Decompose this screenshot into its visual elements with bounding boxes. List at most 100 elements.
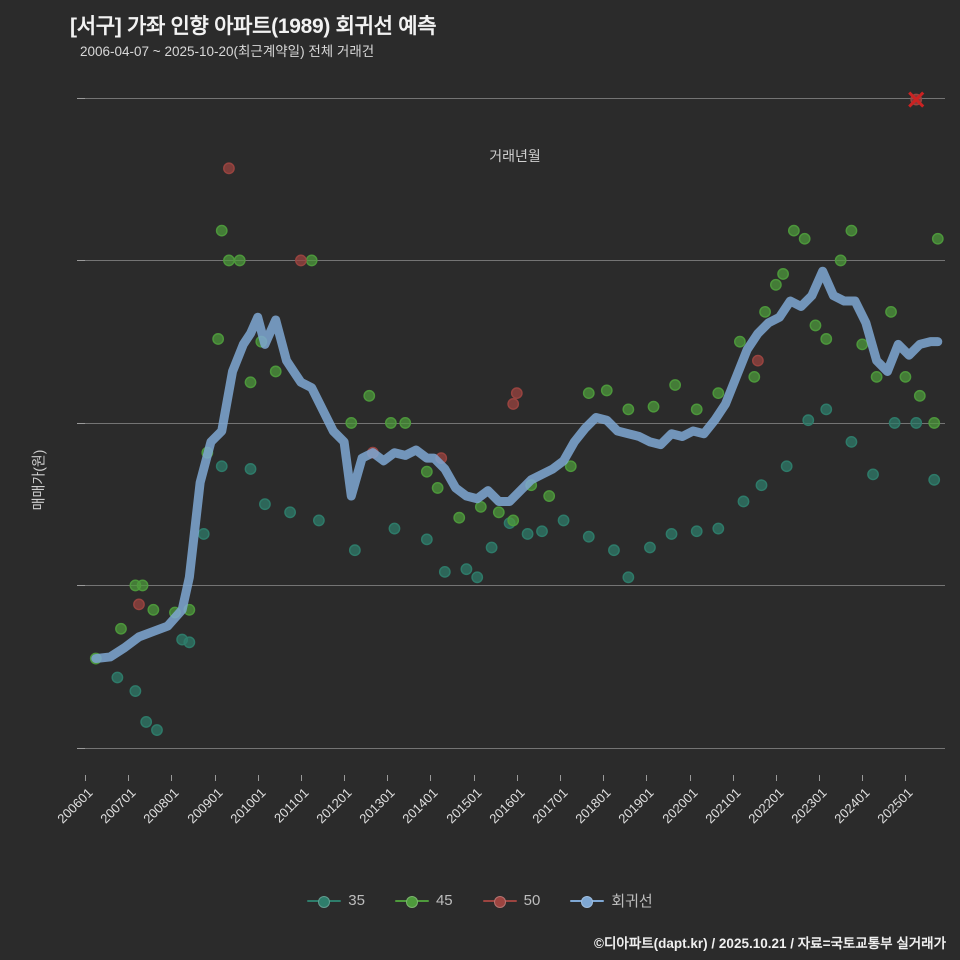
- data-point: [115, 622, 127, 635]
- data-point: [928, 417, 941, 429]
- y-tick-mark: [77, 260, 85, 262]
- legend-item-35[interactable]: 35: [307, 892, 365, 909]
- data-point: [888, 417, 901, 429]
- data-point: [223, 254, 235, 267]
- highlight-marker-latest-trade: [908, 91, 925, 108]
- data-point: [759, 305, 771, 318]
- data-point: [867, 468, 879, 481]
- data-point: [845, 224, 858, 237]
- scatter-series-50: [133, 93, 923, 611]
- data-point: [133, 598, 145, 611]
- data-point: [420, 533, 433, 546]
- legend-swatch-icon: [570, 895, 605, 908]
- x-tick-mark: [775, 775, 777, 781]
- data-point: [885, 305, 897, 318]
- data-point: [608, 544, 620, 557]
- legend-label: 45: [435, 892, 453, 909]
- page-subtitle: 2006-04-07 ~ 2025-10-20(최근계약일) 전체 거래건: [80, 44, 375, 59]
- data-point: [647, 400, 660, 413]
- data-point: [644, 541, 656, 554]
- x-tick-mark: [689, 775, 691, 781]
- data-point: [507, 398, 520, 410]
- data-point: [215, 460, 228, 473]
- data-point: [600, 384, 613, 397]
- y-tick-mark: [77, 97, 85, 99]
- data-point: [931, 232, 944, 245]
- data-point: [507, 514, 520, 527]
- data-point: [420, 465, 433, 478]
- x-marker-stroke: [908, 91, 925, 108]
- data-point: [269, 365, 282, 378]
- data-point: [820, 333, 833, 345]
- x-tick-mark: [473, 775, 475, 781]
- gridline: [85, 747, 945, 749]
- data-point: [345, 417, 358, 429]
- legend-swatch-icon: [307, 895, 342, 908]
- data-point: [665, 528, 678, 540]
- data-point: [388, 522, 401, 535]
- data-point: [712, 387, 725, 400]
- legend-item-50[interactable]: 50: [482, 892, 541, 909]
- x-axis-title: 거래년월: [489, 148, 541, 164]
- data-point: [453, 511, 466, 524]
- data-point: [485, 541, 498, 554]
- legend-item-45[interactable]: 45: [394, 892, 453, 909]
- data-point: [690, 525, 703, 538]
- gridline: [85, 585, 945, 587]
- data-point: [856, 338, 869, 351]
- data-point: [363, 389, 376, 402]
- x-tick-mark: [128, 775, 130, 781]
- data-point: [111, 671, 124, 684]
- data-point: [294, 254, 307, 267]
- x-tick-mark: [387, 775, 389, 781]
- legend-swatch-icon: [394, 895, 429, 908]
- data-point: [233, 254, 246, 267]
- legend-label: 50: [523, 892, 541, 909]
- regression-line: [91, 266, 943, 664]
- data-point: [557, 514, 570, 527]
- x-tick-mark: [646, 775, 648, 781]
- data-point: [899, 370, 912, 383]
- data-point: [777, 268, 789, 280]
- data-point: [510, 387, 523, 400]
- x-tick-mark: [300, 775, 302, 781]
- data-point: [582, 387, 595, 400]
- x-tick-mark: [344, 775, 346, 781]
- data-point: [755, 479, 768, 492]
- data-point: [151, 724, 163, 736]
- x-tick-mark: [905, 775, 907, 781]
- data-point: [197, 528, 210, 540]
- y-axis-title: 매매가(원): [30, 449, 47, 511]
- gridline: [85, 260, 945, 262]
- data-point: [215, 224, 228, 237]
- x-tick-mark: [559, 775, 561, 781]
- plot-area: 200601 200701 200801 200901 201001 201101 2012…: [54, 60, 945, 826]
- data-point: [748, 370, 761, 383]
- data-point: [913, 389, 926, 402]
- x-tick-mark: [430, 775, 432, 781]
- data-point: [928, 473, 941, 486]
- data-point: [787, 224, 800, 237]
- data-point: [769, 278, 782, 291]
- legend-item-회귀선[interactable]: 회귀선: [570, 890, 653, 911]
- x-axis-ticks: 200601 200701 200801 200901 201001 201101 2012…: [54, 775, 945, 865]
- data-point: [471, 571, 484, 584]
- chart-legend: 35 45 50 회귀선: [0, 890, 960, 911]
- data-point: [536, 525, 548, 538]
- data-point: [809, 319, 822, 332]
- x-tick-mark: [516, 775, 518, 781]
- data-point: [543, 490, 556, 502]
- data-point: [820, 403, 833, 416]
- data-point: [384, 417, 397, 429]
- data-point: [780, 460, 793, 473]
- data-point: [399, 417, 412, 429]
- data-point: [834, 254, 847, 267]
- data-point: [431, 482, 444, 494]
- footer-credit: ©디아파트(dapt.kr) / 2025.10.21 / 자료=국토교통부 실…: [594, 936, 946, 951]
- data-point: [492, 506, 505, 519]
- data-point: [140, 716, 153, 728]
- data-point: [348, 544, 361, 557]
- x-tick-mark: [171, 775, 173, 781]
- data-point: [244, 463, 257, 475]
- x-tick-mark: [85, 775, 86, 781]
